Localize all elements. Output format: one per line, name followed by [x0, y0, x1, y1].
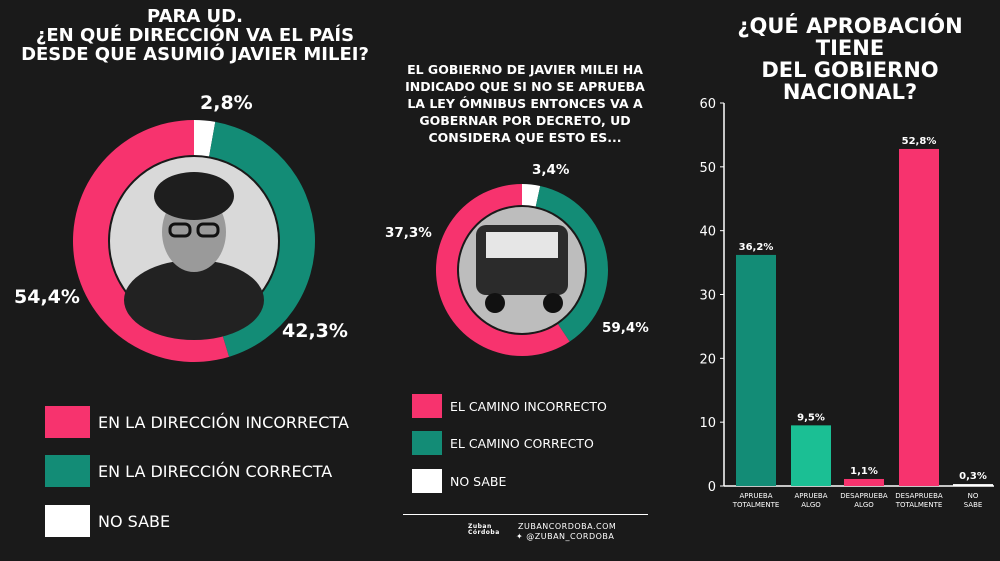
chart3-category-label-3-1: TOTALMENTE — [895, 501, 943, 509]
chart3-ytick-label-60: 60 — [699, 97, 716, 112]
chart1-slice-2 — [194, 120, 216, 157]
chart3-category-label-0-1: TOTALMENTE — [732, 501, 780, 509]
chart2-slice-2 — [522, 184, 541, 207]
chart3-bar-4 — [953, 484, 993, 486]
twitter-icon: ✦ — [516, 532, 524, 541]
legend1-item-correcta: EN LA DIRECCIÓN CORRECTA — [45, 455, 332, 487]
legend1-label-nosabe: NO SABE — [98, 511, 171, 531]
chart3-bar-label-0: 36,2% — [739, 242, 774, 253]
chart3-ytick-label-30: 30 — [699, 289, 716, 304]
chart3-category-label-3-0: DESAPRUEBA — [895, 492, 943, 500]
legend2-swatch-white — [412, 469, 442, 493]
chart3-bar-label-3: 52,8% — [902, 136, 937, 147]
chart3-category-label-0-0: APRUEBA — [739, 492, 772, 500]
chart1-slice-0 — [72, 120, 230, 363]
chart1-photo-hair — [154, 172, 234, 220]
chart3-title: ¿QUÉ APROBACIÓN TIENE DEL GOBIERNO NACIO… — [737, 14, 963, 105]
chart2-slice-0 — [435, 184, 570, 356]
chart3-ytick-label-50: 50 — [699, 161, 716, 176]
chart1-photo-glasses-left — [168, 222, 192, 238]
chart1-label-nosabe: 2,8% — [200, 92, 253, 114]
legend1-label-incorrecta: EN LA DIRECCIÓN INCORRECTA — [98, 412, 349, 432]
chart3-bar-0 — [736, 254, 776, 486]
chart2-label-correcto: 37,3% — [385, 225, 432, 241]
chart1-title: PARA UD. ¿EN QUÉ DIRECCIÓN VA EL PAÍS DE… — [21, 6, 369, 65]
footer-handle-row: ✦ @ZUBAN_CORDOBA — [516, 532, 614, 541]
chart1-photo-glasses-right — [196, 222, 220, 238]
legend1-label-correcta: EN LA DIRECCIÓN CORRECTA — [98, 461, 333, 481]
chart3-bar-1 — [791, 425, 831, 486]
chart2-label-nosabe: 3,4% — [532, 162, 570, 178]
chart2-photo-bus-windshield — [486, 232, 558, 258]
footer-divider — [403, 514, 648, 515]
legend2-label-correcto: EL CAMINO CORRECTO — [450, 435, 594, 451]
legend1-item-nosabe: NO SABE — [45, 505, 170, 537]
chart3-bar-2 — [844, 478, 884, 486]
chart3-ytick-label-20: 20 — [699, 352, 716, 367]
chart3-category-label-1-0: APRUEBA — [794, 492, 827, 500]
chart3-bar-label-2: 1,1% — [850, 466, 878, 477]
chart3-category-label-4-1: SABE — [964, 501, 983, 509]
chart3-category-label-1-1: ALGO — [801, 501, 821, 509]
chart3-ytick-label-10: 10 — [699, 416, 716, 431]
legend2-swatch-green — [412, 431, 442, 455]
chart3-category-label-4-0: NO — [968, 492, 979, 500]
legend2-swatch-pink — [412, 394, 442, 418]
legend1-swatch-green — [45, 455, 90, 487]
chart1-label-correcta: 42,3% — [282, 320, 348, 342]
chart2-slice-1 — [535, 185, 608, 342]
legend1-swatch-pink — [45, 406, 90, 438]
legend1-item-incorrecta: EN LA DIRECCIÓN INCORRECTA — [45, 406, 349, 438]
legend2-item-incorrecto: EL CAMINO INCORRECTO — [412, 394, 607, 418]
chart3-bar-label-4: 0,3% — [959, 471, 987, 482]
chart1-label-incorrecta: 54,4% — [14, 286, 80, 308]
footer-brand-logo: Zuban Córdoba — [468, 523, 500, 536]
legend2-item-nosabe: NO SABE — [412, 469, 506, 493]
chart3-category-label-2-0: DESAPRUEBA — [840, 492, 888, 500]
chart2-label-incorrecto: 59,4% — [602, 320, 649, 336]
chart1-photo-shoulders — [124, 260, 264, 340]
chart1-slice-1 — [209, 121, 315, 357]
chart3-ytick-label-40: 40 — [699, 225, 716, 240]
chart3-category-label-2-1: ALGO — [854, 501, 874, 509]
legend2-label-nosabe: NO SABE — [450, 473, 507, 489]
legend1-swatch-white — [45, 505, 90, 537]
chart3-bar-3 — [899, 148, 939, 486]
legend2-item-correcto: EL CAMINO CORRECTO — [412, 431, 594, 455]
legend2-label-incorrecto: EL CAMINO INCORRECTO — [450, 398, 607, 414]
chart2-photo-bus-wheel-left — [485, 293, 505, 313]
chart2-title: EL GOBIERNO DE JAVIER MILEI HA INDICADO … — [405, 62, 645, 145]
footer-handle[interactable]: @ZUBAN_CORDOBA — [526, 532, 615, 541]
chart3-ytick-label-0: 0 — [708, 480, 716, 495]
chart2-photo-bus-wheel-right — [543, 293, 563, 313]
chart3-bar-label-1: 9,5% — [797, 412, 825, 423]
footer-url[interactable]: ZUBANCORDOBA.COM — [518, 522, 617, 531]
